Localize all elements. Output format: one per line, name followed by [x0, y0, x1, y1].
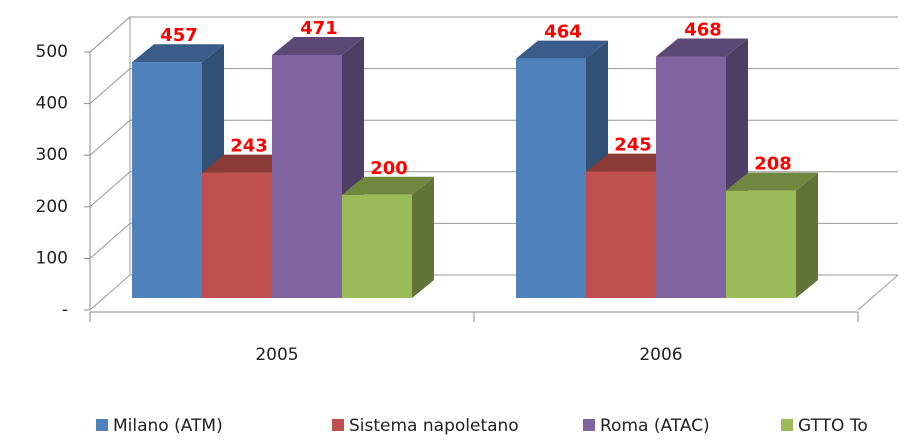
- grid-line: [89, 16, 898, 53]
- bar-face: [516, 58, 586, 298]
- bar: [726, 172, 818, 298]
- legend-label: Sistema napoletano: [349, 416, 519, 436]
- bar-face: [586, 153, 678, 172]
- bar-face: [272, 54, 342, 298]
- x-tick-label: 2005: [255, 345, 298, 365]
- floor-edge: [857, 274, 899, 311]
- legend-swatch: [332, 419, 344, 431]
- legend-swatch: [583, 419, 595, 431]
- bar-face: [132, 62, 202, 298]
- bar-face: [272, 36, 364, 55]
- y-tick-label: 100: [36, 248, 68, 268]
- value-label: 468: [684, 20, 722, 41]
- bar-face: [656, 56, 726, 299]
- value-label: 200: [370, 158, 408, 179]
- grid-line: [89, 119, 898, 156]
- bar-face: [586, 171, 656, 298]
- legend-label: Roma (ATAC): [600, 416, 710, 436]
- value-label: 471: [300, 18, 338, 39]
- legend-label: Milano (ATM): [113, 416, 223, 436]
- bar-face: [726, 190, 796, 298]
- legend-swatch: [96, 419, 108, 431]
- x-tick-label: 2006: [639, 345, 682, 365]
- bar-face: [412, 176, 434, 298]
- value-label: 208: [754, 154, 792, 175]
- value-label: 464: [544, 22, 582, 43]
- y-tick-label: 400: [36, 94, 68, 114]
- value-label: 245: [614, 135, 652, 156]
- bar-face: [516, 40, 608, 59]
- value-label: 243: [230, 136, 268, 157]
- y-tick-label: 200: [36, 197, 68, 217]
- bar-face: [656, 38, 748, 57]
- y-tick-label: 300: [36, 145, 68, 165]
- bar-face: [132, 44, 224, 63]
- y-tick-label: 500: [36, 42, 68, 62]
- bar-face: [796, 172, 818, 298]
- bar: [342, 176, 434, 298]
- legend-label: GTTO To: [798, 416, 868, 436]
- grid-line: [89, 68, 898, 104]
- bar-face: [342, 194, 412, 298]
- bar-face: [726, 172, 818, 191]
- bar-face: [202, 172, 272, 298]
- bar-face: [202, 154, 294, 173]
- y-tick-label: -: [62, 300, 68, 320]
- bar-face: [342, 176, 434, 195]
- value-label: 457: [160, 25, 198, 46]
- legend-swatch: [781, 419, 793, 431]
